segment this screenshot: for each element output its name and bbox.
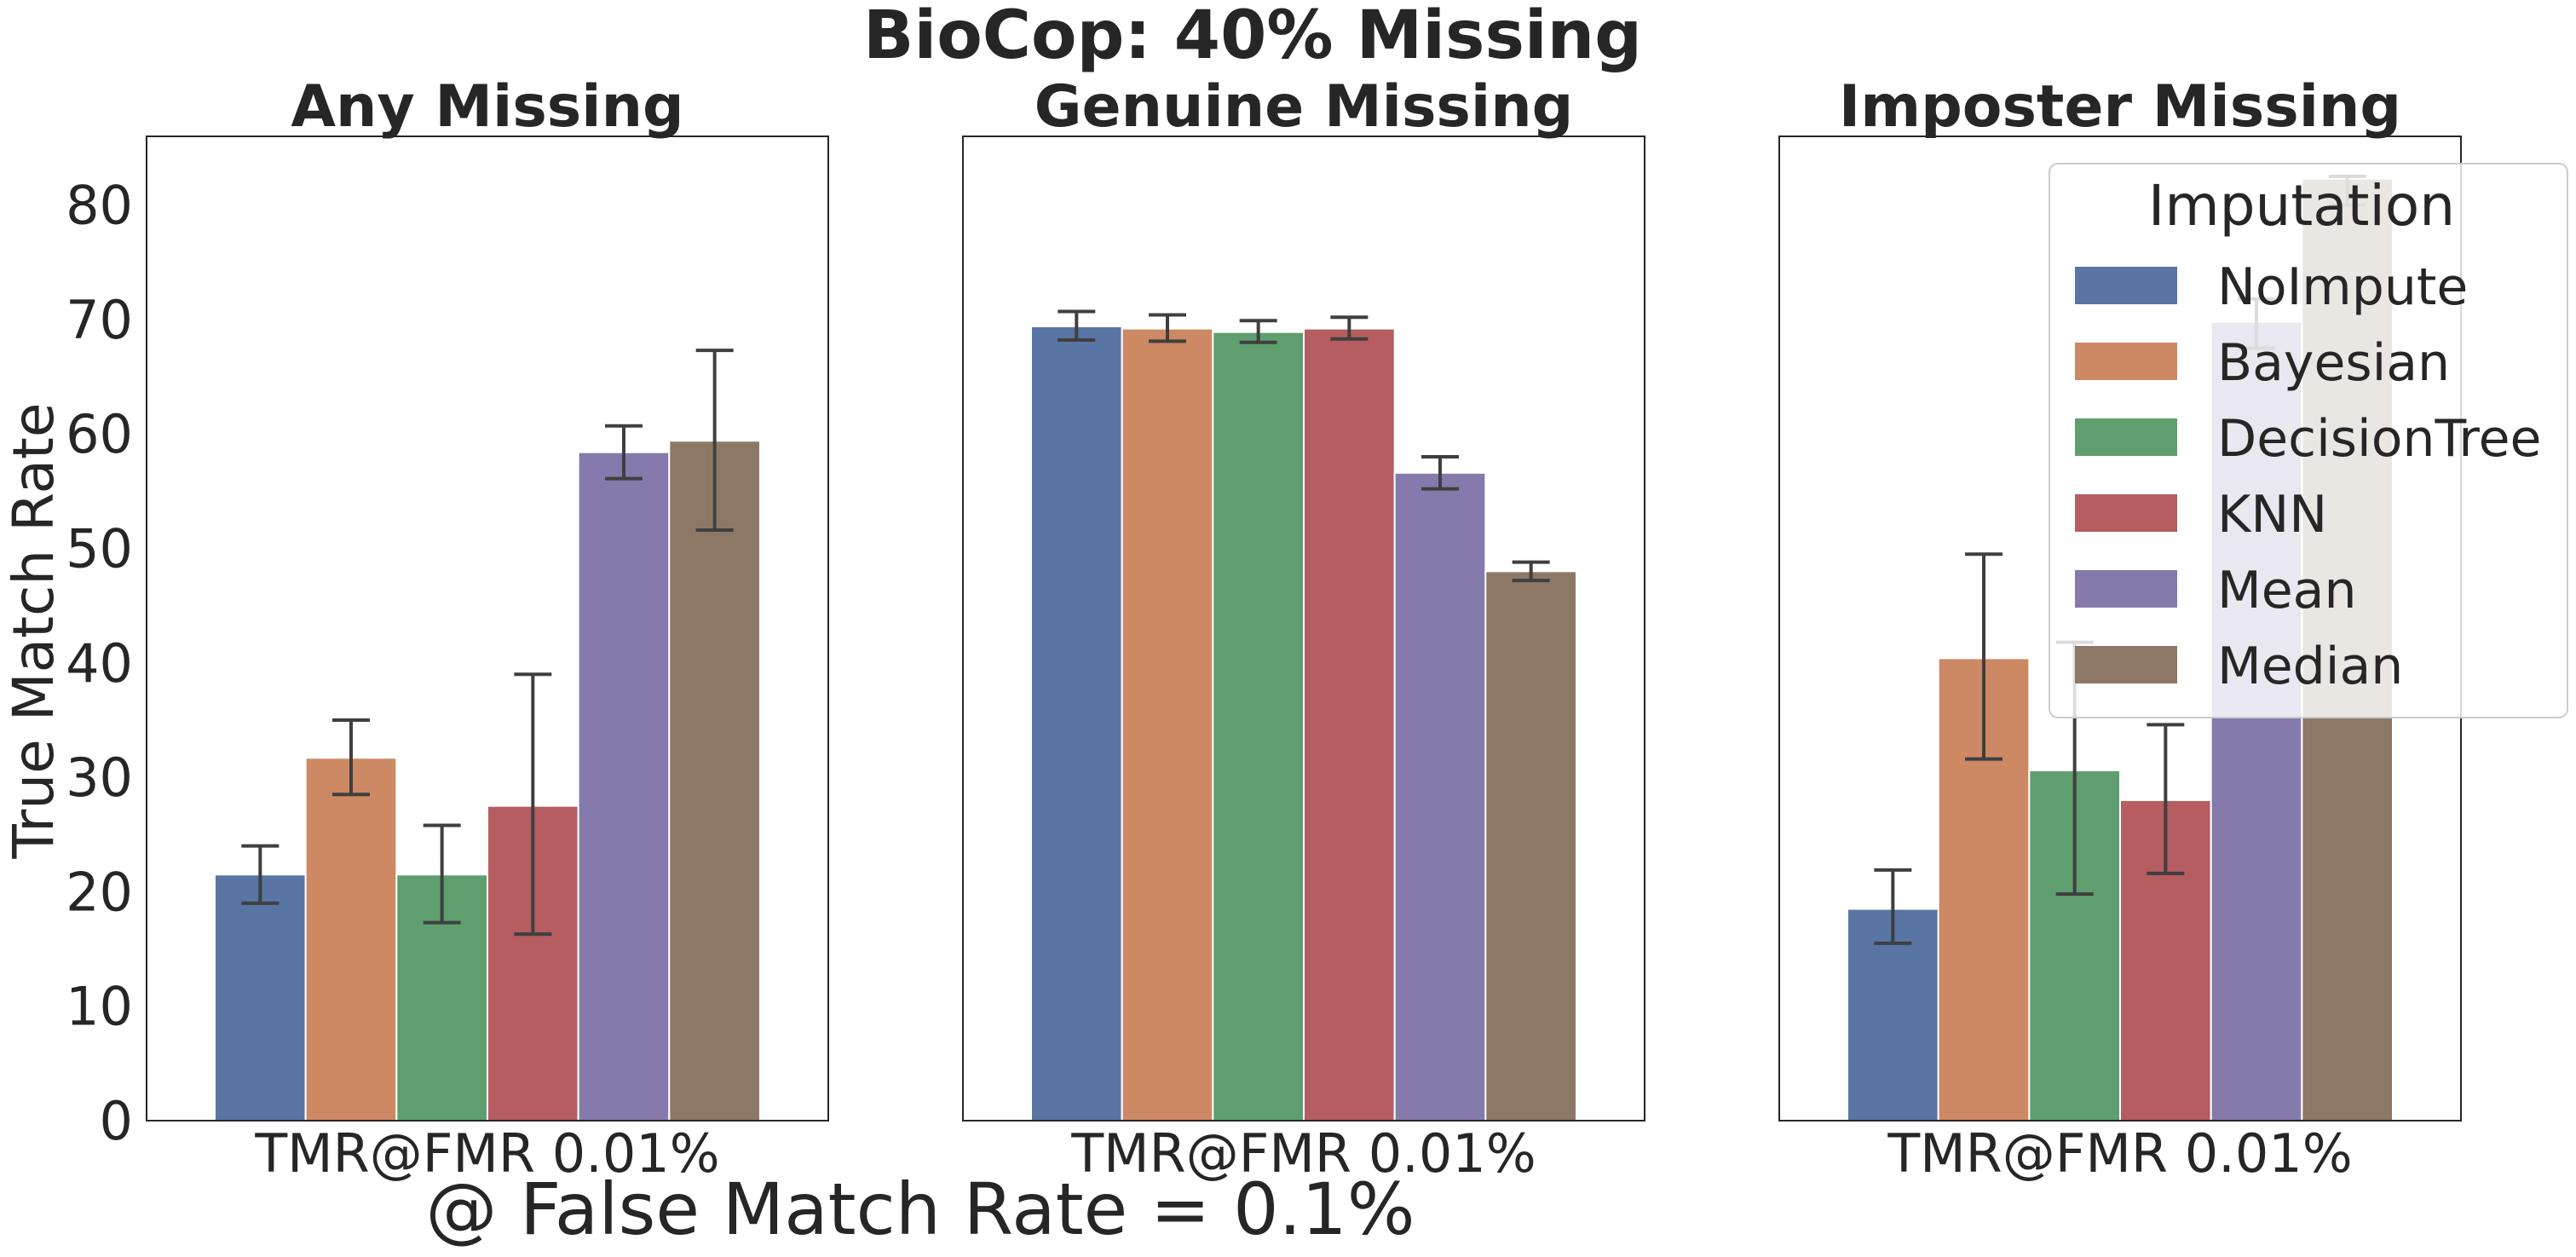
legend-swatch-noimpute bbox=[2075, 267, 2177, 304]
panel-title: Genuine Missing bbox=[1034, 73, 1574, 141]
error-bar-mean bbox=[605, 424, 643, 481]
figure-x-label: @ False Match Rate = 0.1% bbox=[425, 1168, 1415, 1251]
bar-mean bbox=[1393, 471, 1487, 1121]
error-bar-bayesian bbox=[332, 718, 370, 797]
error-bar-median bbox=[1512, 560, 1550, 583]
legend-frame bbox=[2049, 163, 2568, 718]
legend-title: Imputation bbox=[2148, 173, 2455, 239]
error-bar-median bbox=[695, 349, 734, 532]
error-bar-mean bbox=[1421, 455, 1459, 491]
error-bar-knn bbox=[1330, 315, 1369, 341]
y-tick-label: 0 bbox=[100, 1090, 133, 1152]
x-tick-label: TMR@FMR 0.01% bbox=[254, 1122, 719, 1185]
axes-frame bbox=[962, 136, 1645, 1121]
legend-item-mean: Mean bbox=[2217, 561, 2356, 620]
panels: Any Missing TMR@FMR 0.01% 0 10 20 30 40 50 60 70 8… bbox=[66, 73, 2462, 1185]
bar-noimpute bbox=[1030, 325, 1123, 1122]
bar-mean bbox=[577, 451, 671, 1121]
bar-decisiontree bbox=[1212, 331, 1305, 1121]
y-tick-label: 30 bbox=[66, 747, 133, 809]
y-tick-label: 10 bbox=[66, 976, 133, 1038]
legend-item-bayesian: Bayesian bbox=[2217, 333, 2450, 393]
panel-1: Any Missing TMR@FMR 0.01% 0 10 20 30 40 50 60 70 8… bbox=[66, 73, 829, 1185]
panel-title: Any Missing bbox=[291, 73, 683, 141]
y-tick-label: 60 bbox=[66, 403, 133, 465]
panel-2: Genuine Missing TMR@FMR 0.01% bbox=[962, 73, 1645, 1185]
y-tick-label: 70 bbox=[66, 289, 133, 351]
error-bar-knn bbox=[514, 672, 552, 937]
y-tick-label: 40 bbox=[66, 632, 133, 695]
bar-bayesian bbox=[304, 757, 398, 1122]
bar-median bbox=[1484, 570, 1578, 1121]
panel-title: Imposter Missing bbox=[1839, 73, 2401, 141]
legend-swatch-bayesian bbox=[2075, 343, 2177, 380]
error-bar-bayesian bbox=[1149, 313, 1186, 343]
y-tick-label: 80 bbox=[66, 175, 133, 237]
axes-frame bbox=[146, 136, 829, 1121]
legend-item-noimpute: NoImpute bbox=[2217, 257, 2468, 317]
bar-noimpute bbox=[214, 874, 307, 1121]
legend-item-decisiontree: DecisionTree bbox=[2217, 409, 2541, 469]
figure-title: BioCop: 40% Missing bbox=[863, 0, 1642, 74]
error-bar-noimpute bbox=[1057, 309, 1096, 343]
x-tick-label: TMR@FMR 0.01% bbox=[1070, 1122, 1536, 1185]
error-bar-decisiontree bbox=[1239, 319, 1277, 344]
legend-swatch-decisiontree bbox=[2075, 418, 2177, 456]
y-axis-label: True Match Rate bbox=[1, 403, 66, 860]
y-tick-label: 50 bbox=[66, 517, 133, 579]
legend-item-knn: KNN bbox=[2217, 485, 2327, 545]
x-tick-label: TMR@FMR 0.01% bbox=[1887, 1122, 2352, 1185]
legend-swatch-median bbox=[2075, 646, 2177, 683]
error-bar-knn bbox=[2147, 723, 2185, 875]
error-bar-decisiontree bbox=[423, 823, 461, 925]
error-bar-noimpute bbox=[1874, 868, 1912, 945]
bar-knn bbox=[1303, 327, 1396, 1121]
bar-bayesian bbox=[1121, 327, 1214, 1121]
legend: Imputation NoImpute Bayesian DecisionTree KN… bbox=[2049, 163, 2568, 718]
legend-swatch-knn bbox=[2075, 494, 2177, 532]
error-bar-noimpute bbox=[241, 844, 279, 905]
legend-swatch-mean bbox=[2075, 570, 2177, 608]
error-bar-bayesian bbox=[1965, 552, 2003, 761]
bar-median bbox=[668, 440, 761, 1121]
legend-item-median: Median bbox=[2217, 637, 2403, 696]
y-tick-label: 20 bbox=[66, 861, 133, 923]
